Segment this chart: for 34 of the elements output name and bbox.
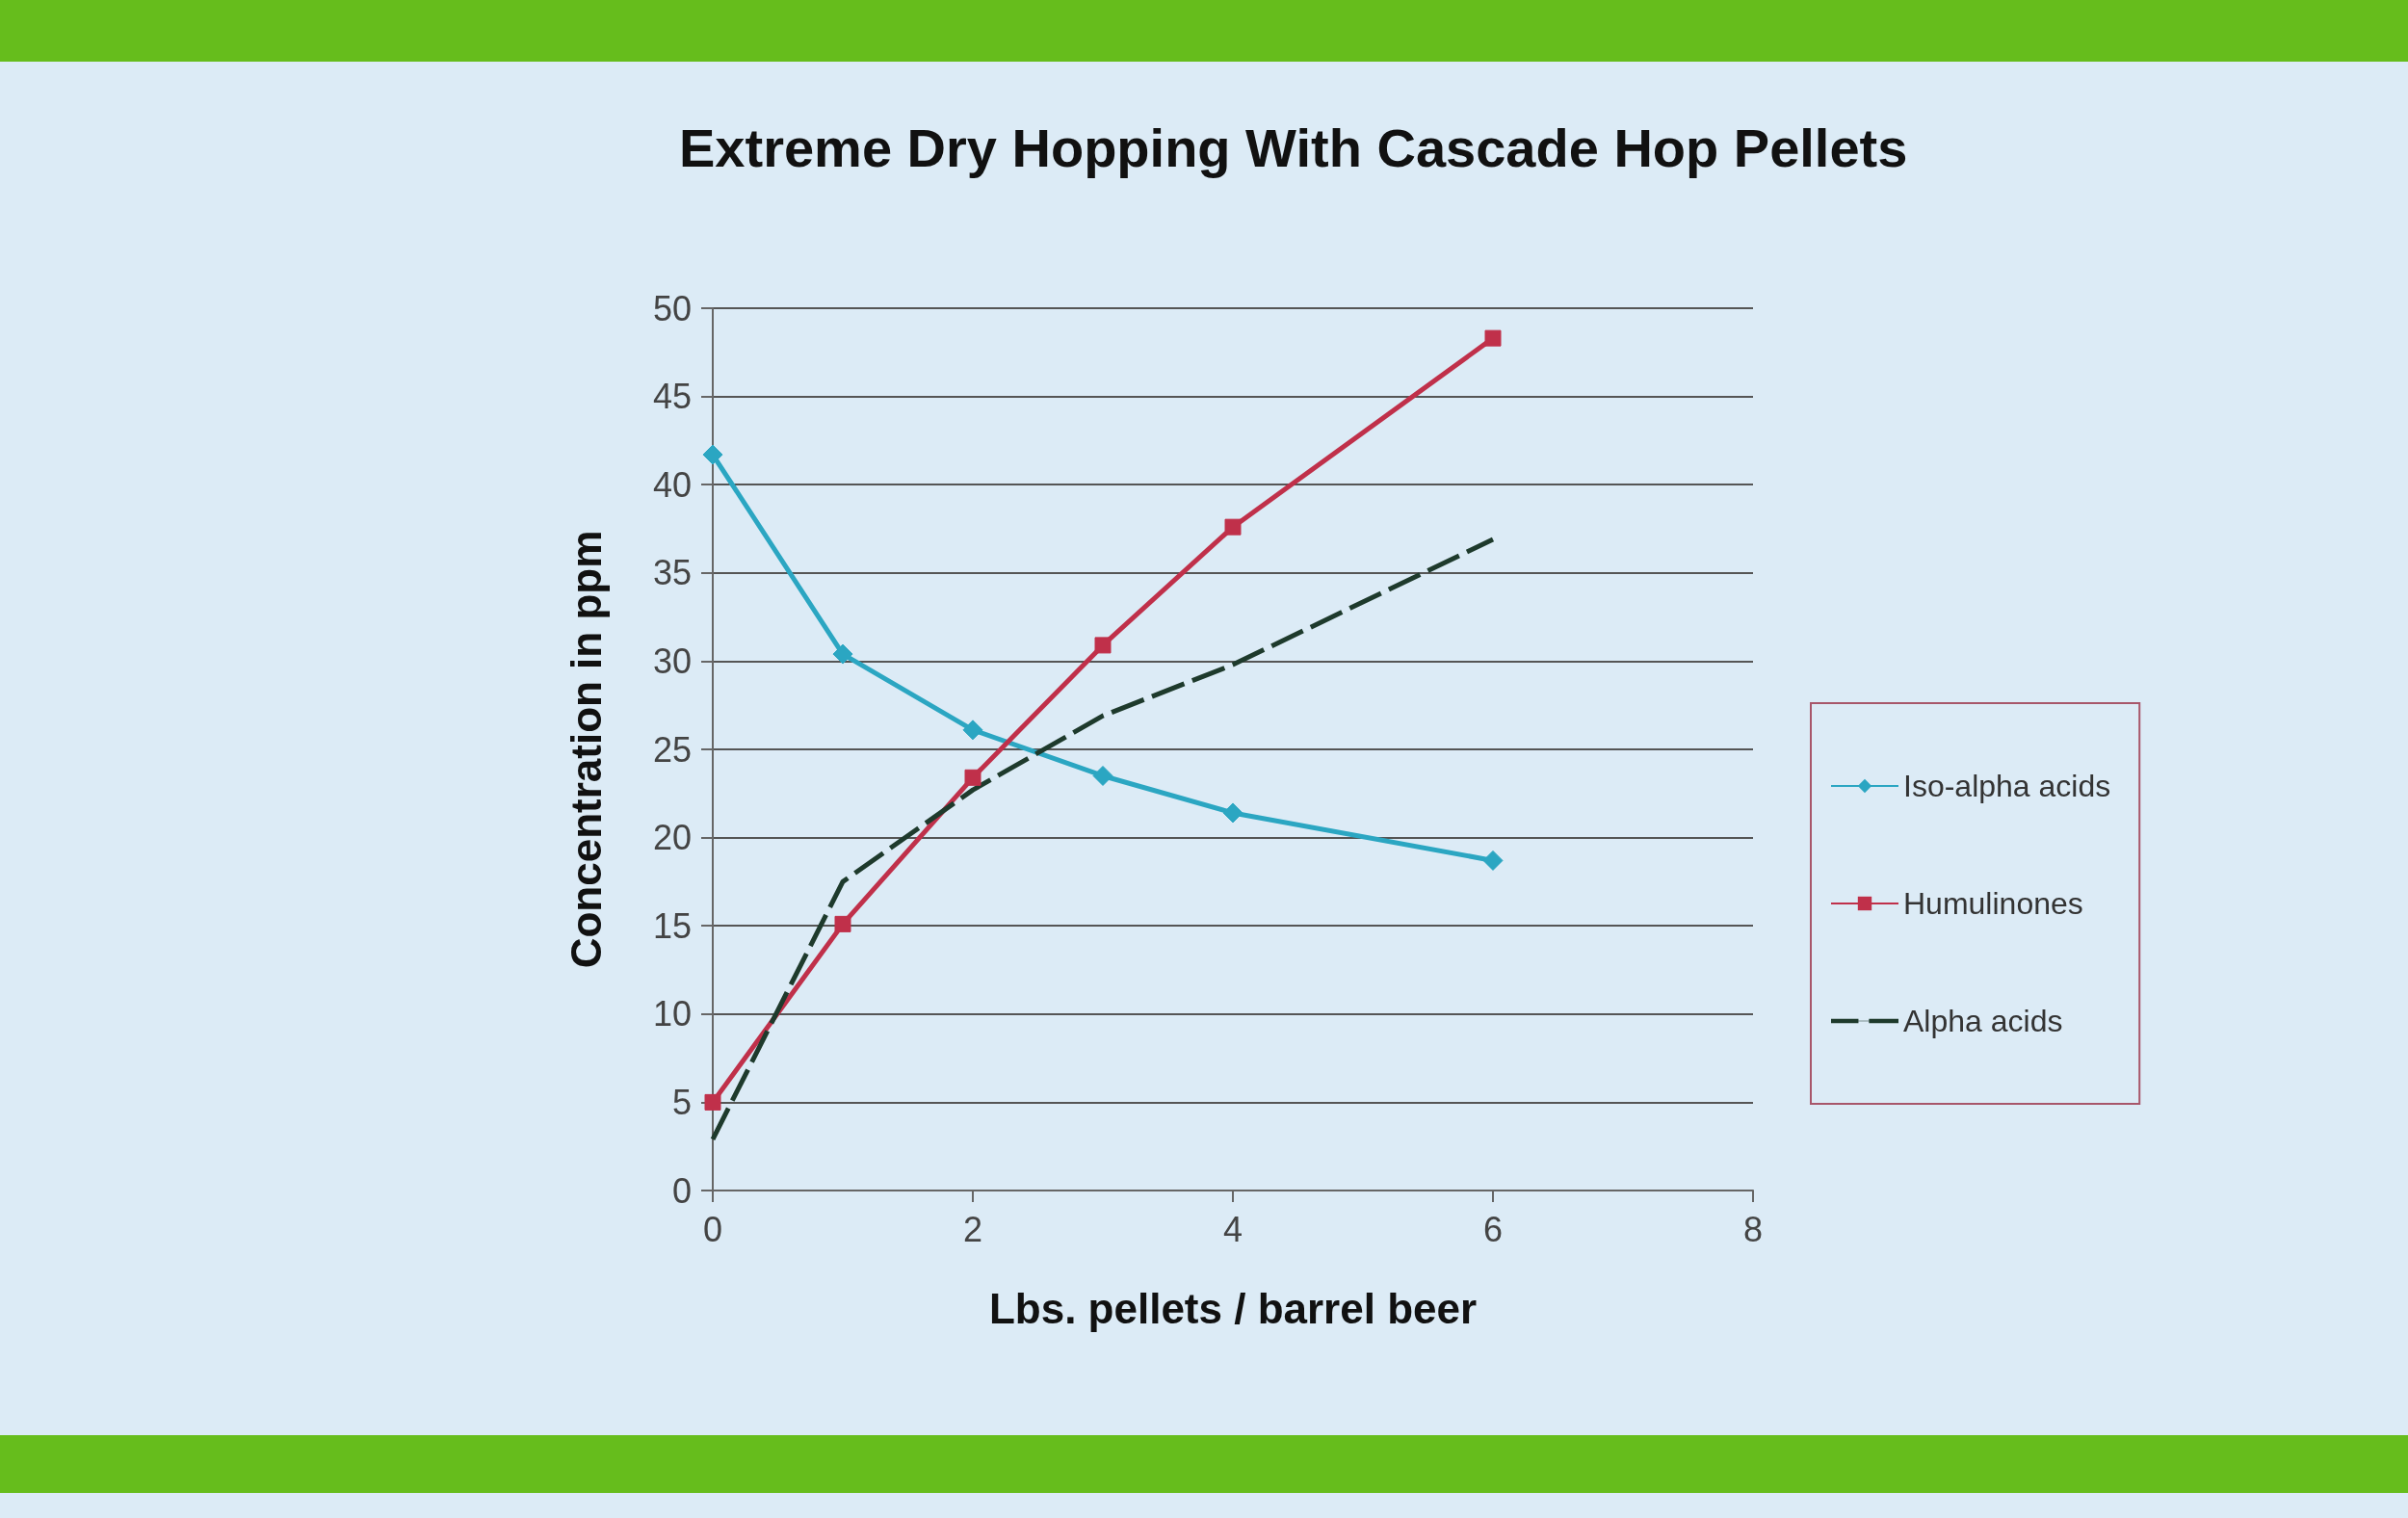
y-tick-label: 0 — [671, 1170, 692, 1211]
point — [704, 1093, 721, 1111]
x-tick-label: 4 — [1222, 1209, 1243, 1249]
point — [964, 769, 982, 786]
point — [1224, 518, 1242, 536]
x-tick-label: 0 — [702, 1209, 723, 1249]
y-axis-title: Concentration in ppm — [562, 530, 610, 969]
x-tick-label: 6 — [1482, 1209, 1504, 1249]
point — [1484, 329, 1502, 347]
y-tick-label: 15 — [652, 905, 692, 946]
point — [702, 444, 723, 465]
point — [1094, 637, 1112, 654]
y-tick-label: 50 — [652, 288, 692, 328]
point — [834, 915, 851, 932]
legend-label: Humulinones — [1903, 886, 2083, 921]
x-tick-label: 8 — [1742, 1209, 1764, 1249]
y-tick-label: 5 — [671, 1082, 692, 1122]
y-tick-label: 25 — [652, 729, 692, 770]
y-tick-label: 10 — [652, 994, 692, 1034]
chart-title: Extreme Dry Hopping With Cascade Hop Pellets — [679, 117, 1908, 178]
point — [1482, 850, 1504, 871]
y-tick-label: 20 — [652, 818, 692, 858]
y-tick-label: 30 — [652, 641, 692, 681]
y-tick-label: 35 — [652, 553, 692, 593]
point — [962, 720, 983, 741]
point — [832, 643, 853, 665]
point — [1092, 765, 1113, 786]
legend-label: Alpha acids — [1903, 1004, 2063, 1038]
x-axis-title: Lbs. pellets / barrel beer — [988, 1284, 1478, 1332]
y-tick-label: 40 — [652, 464, 692, 505]
x-tick-label: 2 — [962, 1209, 983, 1249]
legend-label: Iso-alpha acids — [1903, 769, 2111, 803]
y-tick-label: 45 — [652, 377, 692, 417]
point — [1222, 802, 1243, 824]
